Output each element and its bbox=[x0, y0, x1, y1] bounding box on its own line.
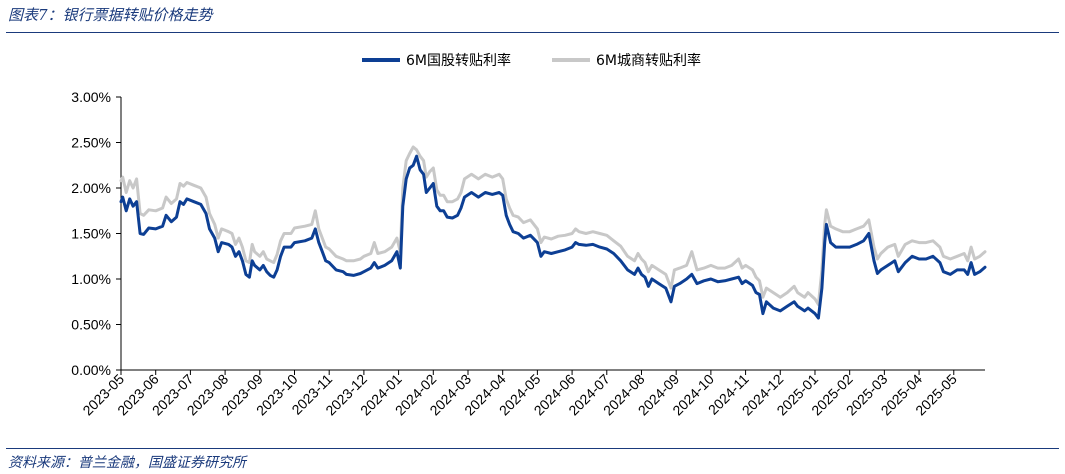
series-layer bbox=[119, 145, 987, 320]
y-tick-label: 1.50% bbox=[71, 226, 111, 242]
series-line-2 bbox=[119, 145, 987, 306]
source-note: 资料来源：普兰金融，国盛证券研究所 bbox=[8, 455, 246, 471]
chart-legend: 6M国股转贴利率 6M城商转贴利率 bbox=[362, 52, 701, 69]
top-rule bbox=[6, 32, 1059, 33]
y-tick-label: 1.00% bbox=[71, 271, 111, 287]
x-axis: 2023-052023-062023-072023-082023-092023-… bbox=[79, 369, 985, 418]
series-line-1 bbox=[119, 154, 987, 320]
legend-label-1: 6M国股转贴利率 bbox=[406, 52, 511, 69]
bottom-rule bbox=[6, 448, 1059, 449]
y-tick-label: 0.50% bbox=[71, 317, 111, 333]
y-tick-label: 0.00% bbox=[71, 362, 111, 378]
y-tick-label: 3.00% bbox=[71, 89, 111, 105]
y-axis: 0.00% 0.50% 1.00% 1.50% 2.00% 2.50% 3.00% bbox=[71, 89, 122, 378]
figure-title: 图表7：银行票据转贴价格走势 bbox=[8, 6, 213, 24]
legend-label-2: 6M城商转贴利率 bbox=[596, 52, 701, 69]
y-tick-label: 2.00% bbox=[71, 180, 111, 196]
y-tick-label: 2.50% bbox=[71, 135, 111, 151]
